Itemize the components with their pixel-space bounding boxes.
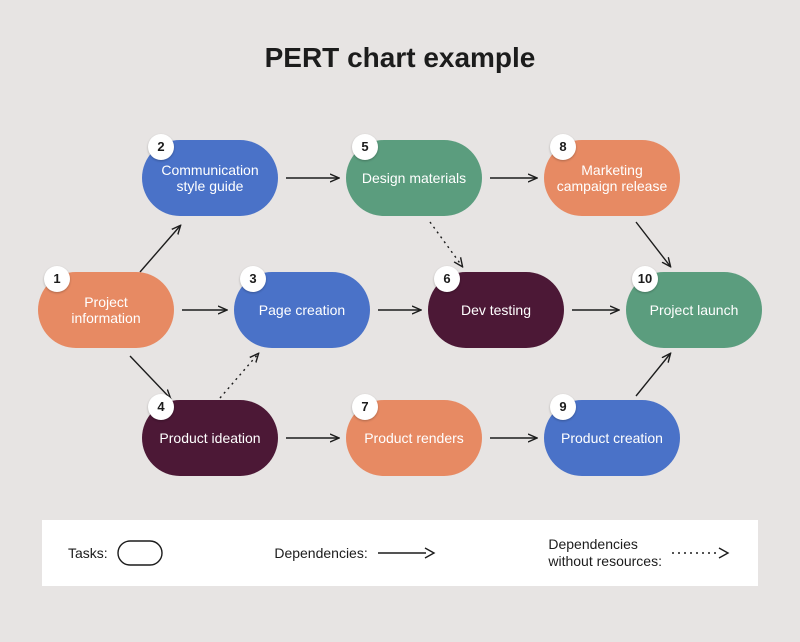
legend-item-deps: Dependencies: (274, 545, 437, 562)
node-label: Page creation (259, 302, 345, 318)
node-number-badge: 7 (352, 394, 378, 420)
legend-item-tasks: Tasks: (68, 539, 164, 567)
node-number: 8 (559, 140, 566, 155)
node-label: Project launch (650, 302, 739, 318)
node-number: 9 (559, 400, 566, 415)
edge (130, 356, 170, 398)
node-number-badge: 8 (550, 134, 576, 160)
node-label: Product creation (561, 430, 663, 446)
node-n9: Product creation 9 (544, 400, 680, 476)
edge (140, 226, 180, 272)
node-number-badge: 9 (550, 394, 576, 420)
node-number-badge: 4 (148, 394, 174, 420)
node-n4: Product ideation 4 (142, 400, 278, 476)
node-n1: Project information 1 (38, 272, 174, 348)
edge-dashed (430, 222, 462, 266)
node-number-badge: 1 (44, 266, 70, 292)
node-number-badge: 2 (148, 134, 174, 160)
node-n7: Product renders 7 (346, 400, 482, 476)
node-n5: Design materials 5 (346, 140, 482, 216)
node-number-badge: 3 (240, 266, 266, 292)
edge-dashed (220, 354, 258, 398)
node-number: 3 (249, 272, 256, 287)
node-label: Product renders (364, 430, 464, 446)
node-number-badge: 5 (352, 134, 378, 160)
node-label: Project information (48, 294, 164, 326)
legend-tasks-label: Tasks: (68, 545, 108, 562)
node-n8: Marketing campaign release 8 (544, 140, 680, 216)
node-label: Product ideation (159, 430, 260, 446)
node-n3: Page creation3 (234, 272, 370, 348)
node-number: 1 (53, 272, 60, 287)
legend-deps-arrow-icon (376, 546, 438, 560)
edge (636, 354, 670, 396)
node-n10: Project launch 10 (626, 272, 762, 348)
node-number: 6 (443, 272, 450, 287)
legend: Tasks: Dependencies: Dependencieswithout… (42, 520, 758, 586)
node-number: 10 (638, 272, 652, 287)
node-n6: Dev testing 6 (428, 272, 564, 348)
legend-deps-no-res-arrow-icon (670, 546, 732, 560)
node-label: Marketing campaign release (554, 162, 670, 194)
legend-deps-no-res-label: Dependencieswithout resources: (548, 536, 662, 570)
node-label: Design materials (362, 170, 466, 186)
edge (636, 222, 670, 266)
legend-task-shape-icon (116, 539, 164, 567)
node-label: Dev testing (461, 302, 531, 318)
node-number: 7 (361, 400, 368, 415)
node-number: 5 (361, 140, 368, 155)
chart-title: PERT chart example (0, 42, 800, 74)
node-label: Communication style guide (152, 162, 268, 194)
node-number-badge: 10 (632, 266, 658, 292)
node-number-badge: 6 (434, 266, 460, 292)
node-number: 4 (157, 400, 164, 415)
legend-item-deps-no-res: Dependencieswithout resources: (548, 536, 732, 570)
node-n2: Communication style guide 2 (142, 140, 278, 216)
pert-chart-canvas: PERT chart example Project information 1 C… (0, 0, 800, 642)
node-number: 2 (157, 140, 164, 155)
legend-deps-label: Dependencies: (274, 545, 367, 562)
